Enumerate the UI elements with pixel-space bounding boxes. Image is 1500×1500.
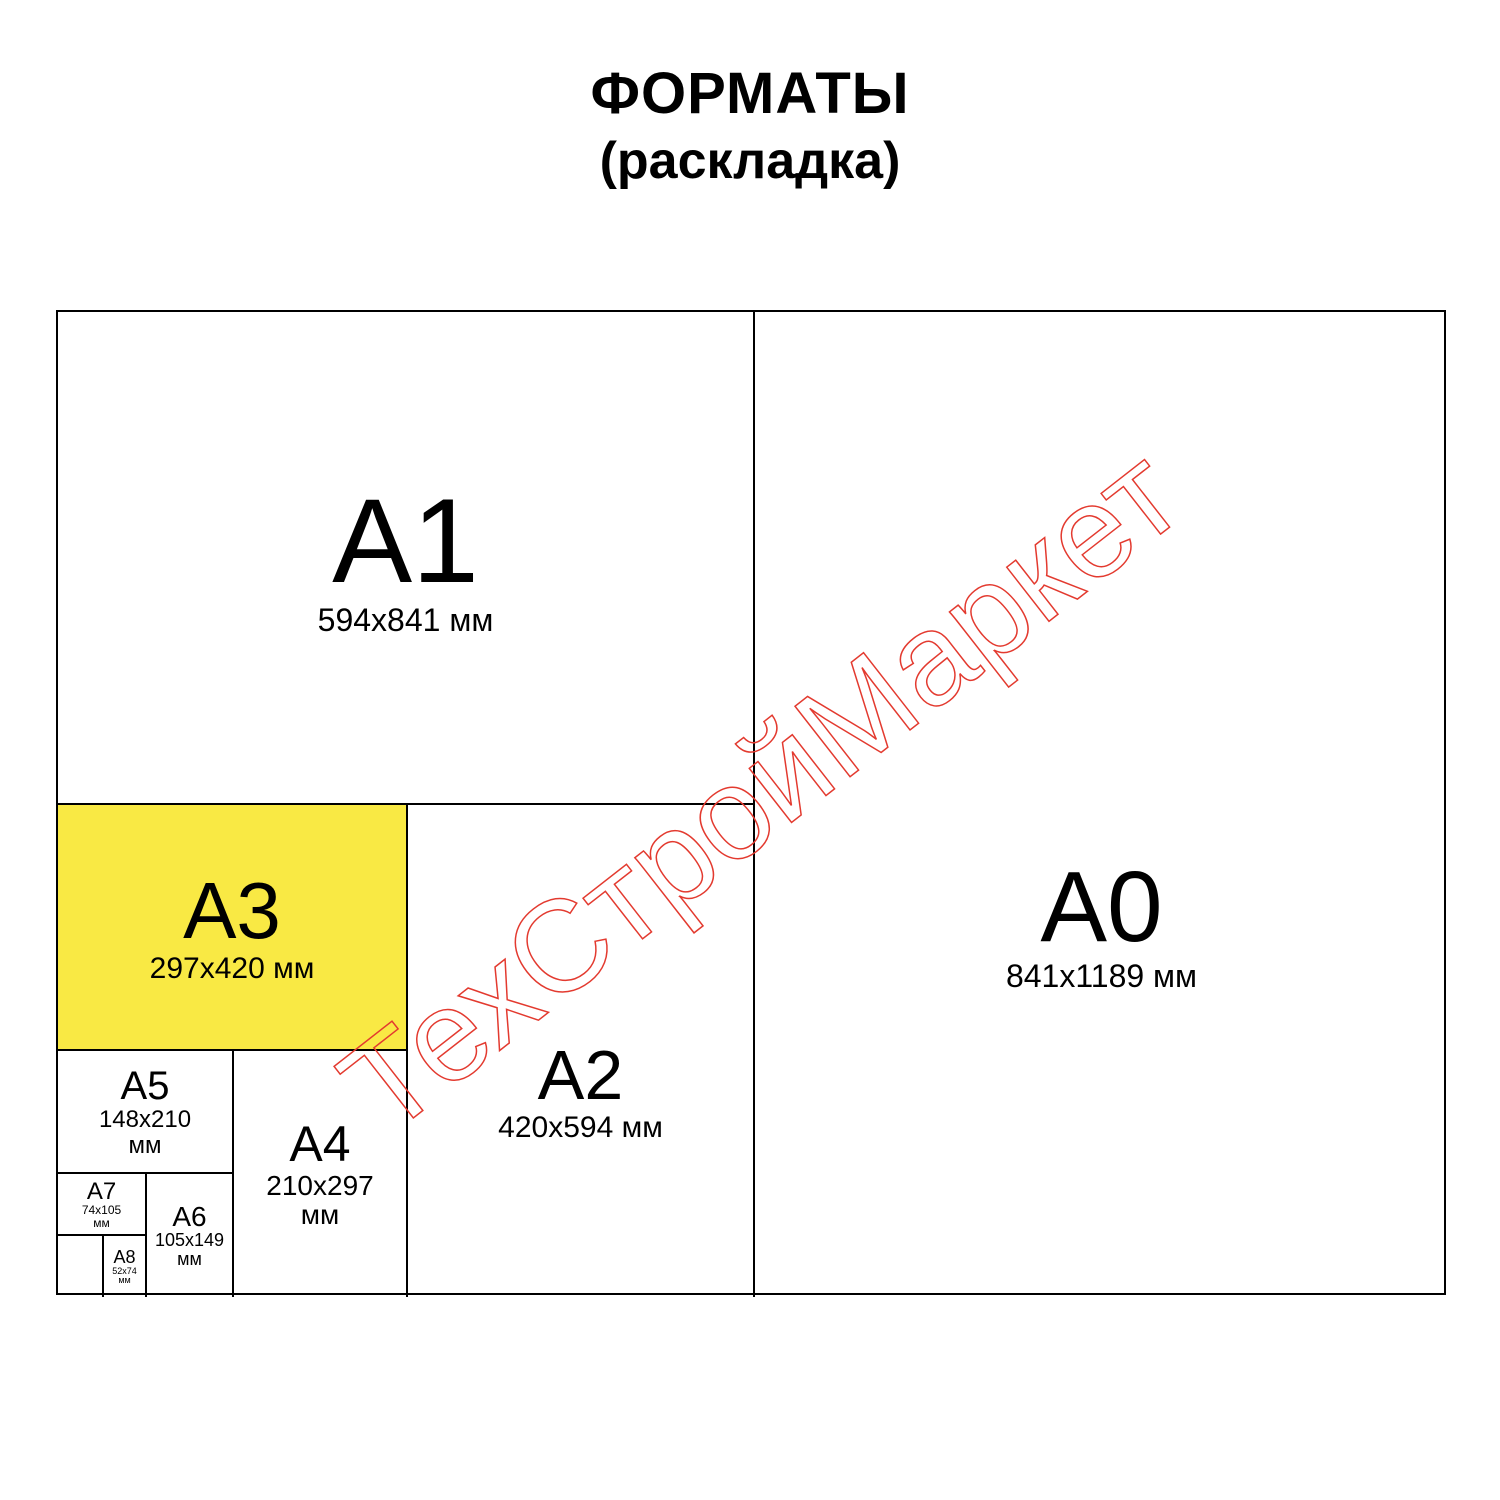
a4-dim2: мм — [301, 1200, 340, 1229]
a0-label: A0 — [1006, 855, 1197, 960]
a5-dim2: мм — [129, 1133, 162, 1158]
title-sub: (раскладка) — [0, 131, 1500, 191]
a1-dim: 594x841 мм — [318, 604, 494, 638]
a5-dim: 148x210 — [99, 1107, 191, 1132]
a0-cell: A0 841x1189 мм — [753, 312, 1448, 1297]
title-main: ФОРМАТЫ — [0, 60, 1500, 127]
a0-dim: 841x1189 мм — [1006, 960, 1197, 994]
a3-label: A3 — [183, 869, 281, 953]
a4-label: A4 — [289, 1118, 350, 1171]
a3-cell: A3 297x420 мм — [58, 805, 406, 1051]
a4-cell: A4 210x297 мм — [232, 1051, 406, 1297]
a2-cell: A2 420x594 мм — [406, 805, 753, 1297]
a1-cell: A1 594x841 мм — [58, 312, 753, 805]
a3-dim: 297x420 мм — [150, 953, 315, 985]
empty-cell — [58, 1236, 102, 1297]
a8-cell: A8 52x74 мм — [102, 1236, 145, 1297]
a8-label: A8 — [113, 1248, 135, 1267]
a6-cell: A6 105x149 мм — [145, 1174, 232, 1297]
title-block: ФОРМАТЫ (раскладка) — [0, 60, 1500, 191]
a2-label: A2 — [498, 1039, 663, 1113]
a8-dim2: мм — [118, 1276, 130, 1285]
page: ФОРМАТЫ (раскладка) A0 841x1189 мм A1 59… — [0, 0, 1500, 1500]
a5-cell: A5 148x210 мм — [58, 1051, 232, 1174]
a6-dim2: мм — [177, 1250, 202, 1269]
a7-label: A7 — [87, 1179, 116, 1204]
a7-dim: 74x105 — [82, 1204, 121, 1217]
a7-dim2: мм — [93, 1217, 110, 1230]
a2-dim: 420x594 мм — [498, 1112, 663, 1144]
a7-cell: A7 74x105 мм — [58, 1174, 145, 1236]
a1-label: A1 — [332, 478, 479, 604]
paper-size-diagram: A0 841x1189 мм A1 594x841 мм A2 420x594 … — [56, 310, 1446, 1295]
a6-dim: 105x149 — [155, 1231, 224, 1250]
a5-label: A5 — [121, 1065, 170, 1107]
a6-label: A6 — [172, 1202, 206, 1231]
a4-dim: 210x297 — [266, 1171, 373, 1200]
